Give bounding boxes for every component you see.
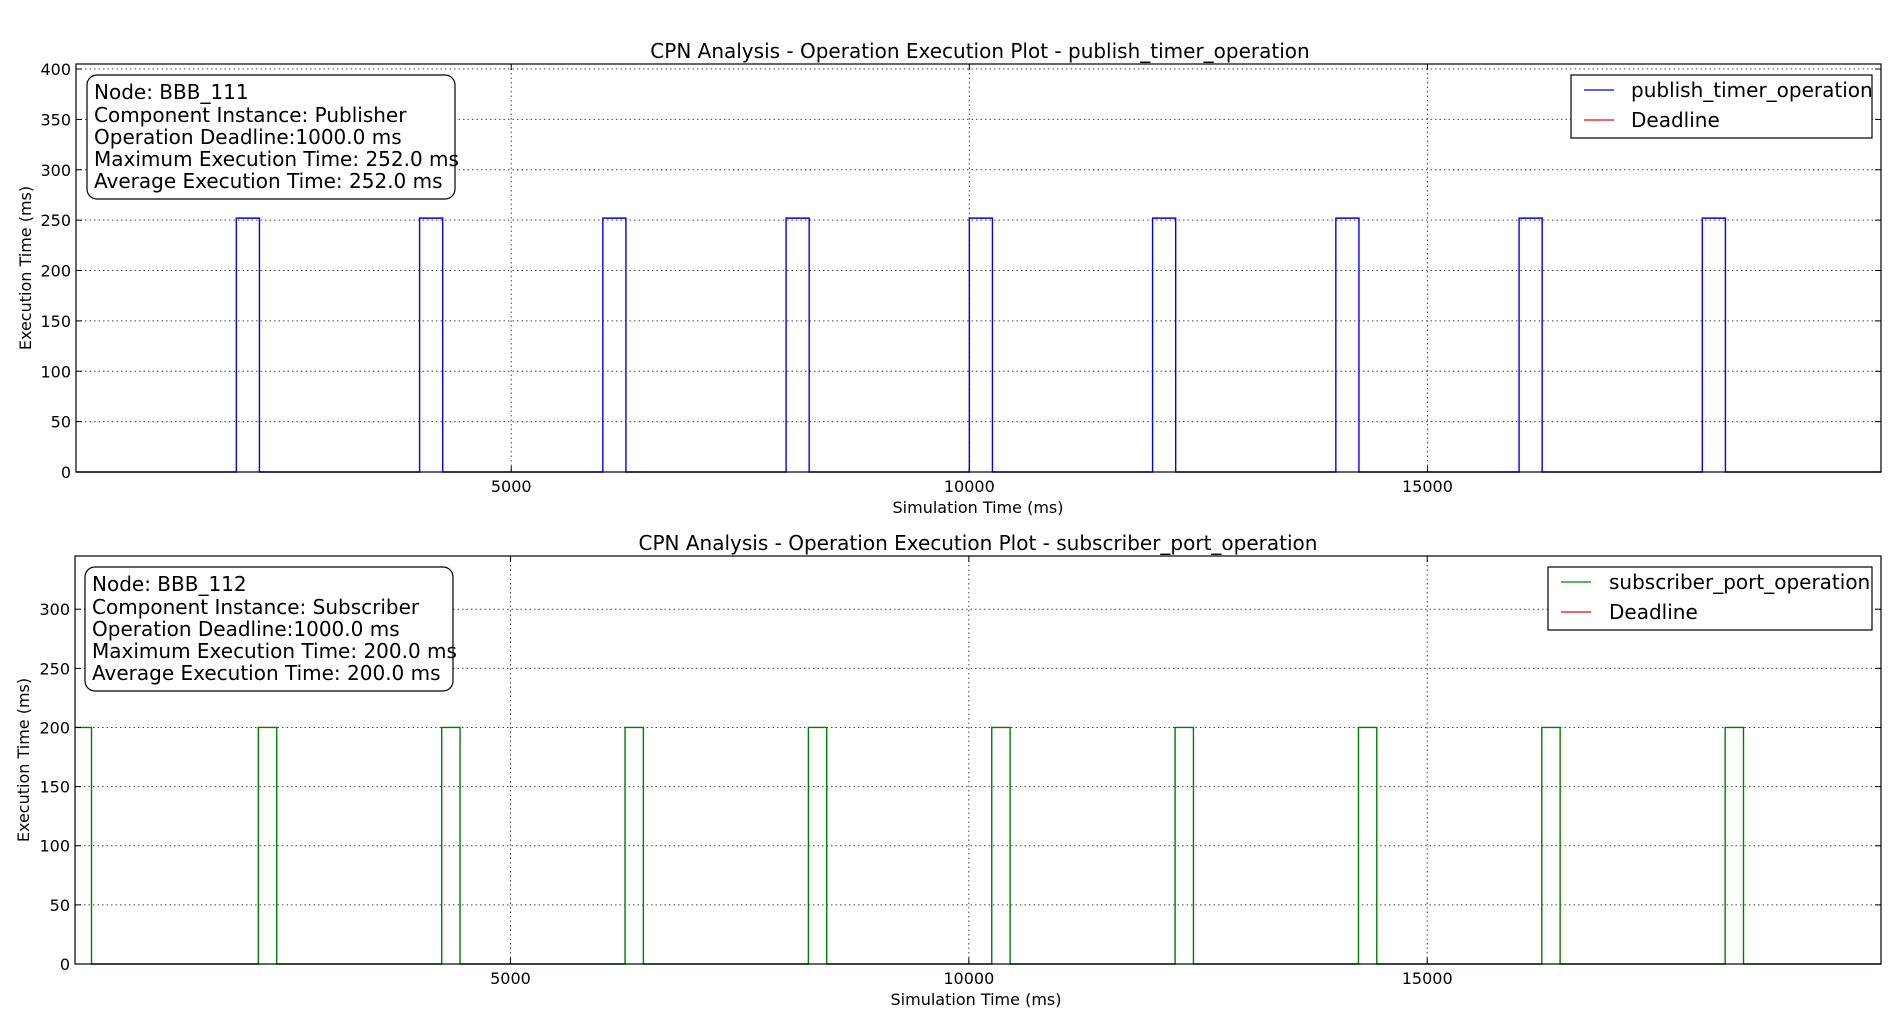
y-tick-label: 100 [40,362,71,381]
chart-title: CPN Analysis - Operation Execution Plot … [639,531,1318,555]
info-operation-deadline: Operation Deadline:1000.0 ms [94,125,402,149]
plot-frame [74,555,1882,965]
y-tick-label: 300 [40,161,71,180]
info-avg-execution-time: Average Execution Time: 200.0 ms [92,661,441,685]
y-tick-label: 200 [39,718,70,737]
legend-label-deadline: Deadline [1609,600,1698,624]
legend: publish_timer_operation Deadline [1570,74,1873,139]
grid [75,556,1881,964]
info-component-instance: Component Instance: Subscriber [92,595,420,619]
info-box-frame [86,74,456,200]
legend-label-series: publish_timer_operation [1631,78,1873,102]
info-avg-execution-time: Average Execution Time: 252.0 ms [94,169,443,193]
y-tick-label: 400 [40,60,71,79]
y-tick-label: 150 [40,312,71,331]
x-tick-labels: 5000 10000 15000 [491,477,1453,496]
legend-label-deadline: Deadline [1631,108,1720,132]
y-tick-label: 0 [60,955,70,974]
x-axis-label: Simulation Time (ms) [893,498,1064,517]
tick-marks [76,64,1881,473]
info-node: Node: BBB_112 [92,572,247,596]
legend-frame [1570,74,1873,139]
x-axis-label: Simulation Time (ms) [891,990,1062,1009]
x-tick-label: 10000 [944,477,995,496]
legend: subscriber_port_operation Deadline [1547,566,1873,631]
y-tick-label: 250 [40,211,71,230]
series-line-publish-timer-operation [76,217,1881,473]
y-tick-label: 150 [39,778,70,797]
x-tick-label: 5000 [490,969,531,988]
info-box-frame [84,566,454,692]
info-operation-deadline: Operation Deadline:1000.0 ms [92,617,400,641]
legend-label-series: subscriber_port_operation [1609,570,1870,594]
y-tick-label: 50 [51,413,71,432]
y-tick-label: 0 [61,463,71,482]
info-max-execution-time: Maximum Execution Time: 200.0 ms [92,639,457,663]
x-tick-label: 15000 [1402,969,1453,988]
plot-area [76,217,1881,473]
info-box: Node: BBB_111 Component Instance: Publis… [86,74,459,200]
y-tick-label: 50 [50,896,70,915]
plot-frame [75,63,1882,473]
x-tick-labels: 5000 10000 15000 [490,969,1453,988]
chart-title: CPN Analysis - Operation Execution Plot … [650,39,1309,63]
y-tick-label: 350 [40,110,71,129]
legend-frame [1547,566,1873,631]
subscriber-port-chart: CPN Analysis - Operation Execution Plot … [14,531,1882,1009]
info-component-instance: Component Instance: Publisher [94,103,407,127]
y-tick-label: 100 [39,837,70,856]
tick-marks [75,556,1881,965]
x-tick-label: 15000 [1402,477,1453,496]
y-axis-label: Execution Time (ms) [16,186,35,350]
y-tick-labels: 0 50 100 150 200 250 300 [39,600,70,974]
info-box: Node: BBB_112 Component Instance: Subscr… [84,566,457,692]
x-tick-label: 10000 [943,969,994,988]
y-axis-label: Execution Time (ms) [14,678,33,842]
y-tick-label: 300 [39,600,70,619]
info-node: Node: BBB_111 [94,80,249,104]
publish-timer-chart: CPN Analysis - Operation Execution Plot … [16,39,1882,517]
y-tick-label: 200 [40,262,71,281]
info-max-execution-time: Maximum Execution Time: 252.0 ms [94,147,459,171]
y-tick-label: 250 [39,659,70,678]
x-tick-label: 5000 [491,477,532,496]
y-tick-labels: 0 50 100 150 200 250 300 350 400 [40,60,71,482]
